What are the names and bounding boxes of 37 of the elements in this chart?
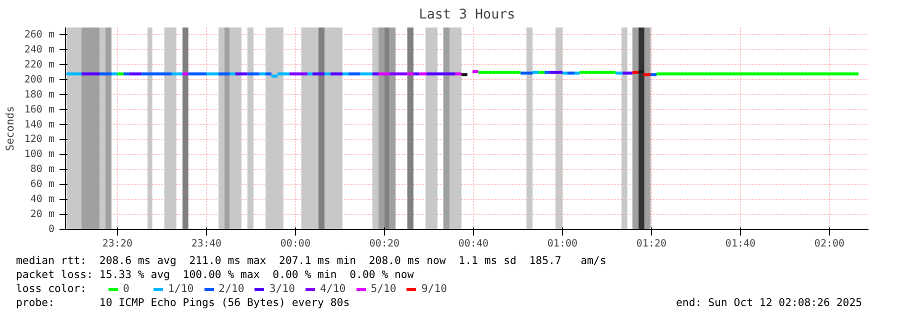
y-tick-label: 60 m [30, 179, 55, 190]
legend-label: 9/10 [421, 282, 448, 295]
text: probe: 10 ICMP Echo Pings (56 Bytes) every 80s [16, 296, 350, 310]
y-tick-label: 260 m [24, 29, 55, 40]
legend-title: loss color: [16, 282, 87, 296]
legend-label: 4/10 [320, 282, 346, 295]
x-tick-label: 00:40 [458, 238, 489, 250]
legend-label: 2/10 [218, 282, 244, 295]
x-tick-label: 00:00 [280, 238, 310, 250]
y-tick-label: 240 m [24, 44, 55, 56]
y-tick-label: 0 [48, 224, 55, 235]
y-tick-label: 220 m [24, 59, 55, 70]
x-tick-label: 01:20 [636, 238, 667, 250]
y-tick-label: 160 m [24, 104, 55, 116]
legend-label: 5/10 [370, 282, 396, 295]
y-tick-label: 200 m [24, 74, 55, 86]
text: packet loss: 15.33 % avg 100.00 % max 0.00 % min 0.00 % now [16, 268, 414, 281]
legend-label: 3/10 [269, 282, 296, 295]
y-tick-label: 20 m [30, 209, 55, 220]
y-tick-label: 140 m [24, 119, 55, 130]
text: median rtt: 208.6 ms avg 211.0 ms max 207.1 ms min 208.0 ms now 1.1 ms sd 185.7 am/s [16, 254, 606, 267]
y-tick-label: 120 m [24, 134, 55, 146]
x-tick-label: 00:20 [369, 238, 400, 250]
y-tick-label: 40 m [30, 194, 55, 206]
x-tick-label: 23:40 [191, 238, 222, 250]
x-tick-label: 02:00 [814, 238, 845, 250]
y-tick-label: 180 m [24, 89, 55, 100]
x-tick-label: 01:00 [547, 238, 578, 250]
y-tick-label: 80 m [30, 164, 55, 176]
y-axis-title: Seconds [3, 106, 16, 151]
legend-label: 1/10 [168, 282, 194, 295]
chart-title: Last 3 Hours [418, 8, 516, 22]
x-tick-label: 23:20 [102, 238, 132, 250]
text: end: Sun Oct 12 02:08:26 2025 [676, 296, 862, 310]
x-tick-label: 01:40 [725, 238, 756, 250]
y-tick-label: 100 m [24, 149, 55, 160]
legend-label: 0 [123, 282, 130, 295]
